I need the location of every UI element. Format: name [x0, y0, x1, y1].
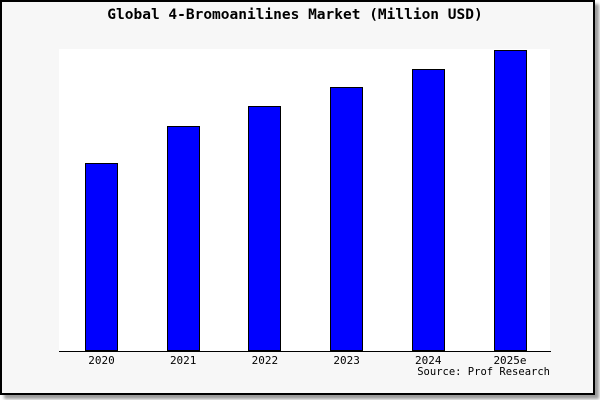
bar-2023	[330, 87, 364, 351]
x-axis-line	[59, 351, 551, 352]
x-tick-label-2024: 2024	[415, 354, 442, 367]
source-caption: Source: Prof Research	[417, 366, 550, 378]
x-tick-label-2022: 2022	[251, 354, 279, 367]
bar-2021	[166, 126, 200, 351]
x-tick-label-2021: 2021	[169, 354, 197, 367]
x-tick-label-2020: 2020	[88, 354, 115, 367]
chart-title: Global 4-Bromoanilines Market (Million U…	[107, 7, 483, 23]
bar-2024	[411, 69, 445, 351]
x-tick-label-2025e: 2025e	[493, 354, 527, 367]
x-axis-labels: 2020 2021 2022 2023 2024 2025e	[59, 354, 550, 368]
plot-area	[59, 49, 550, 351]
x-tick-label-2023: 2023	[333, 354, 360, 367]
bar-2022	[248, 106, 282, 351]
bar-2025e	[493, 50, 527, 351]
bar-2020	[85, 163, 118, 351]
